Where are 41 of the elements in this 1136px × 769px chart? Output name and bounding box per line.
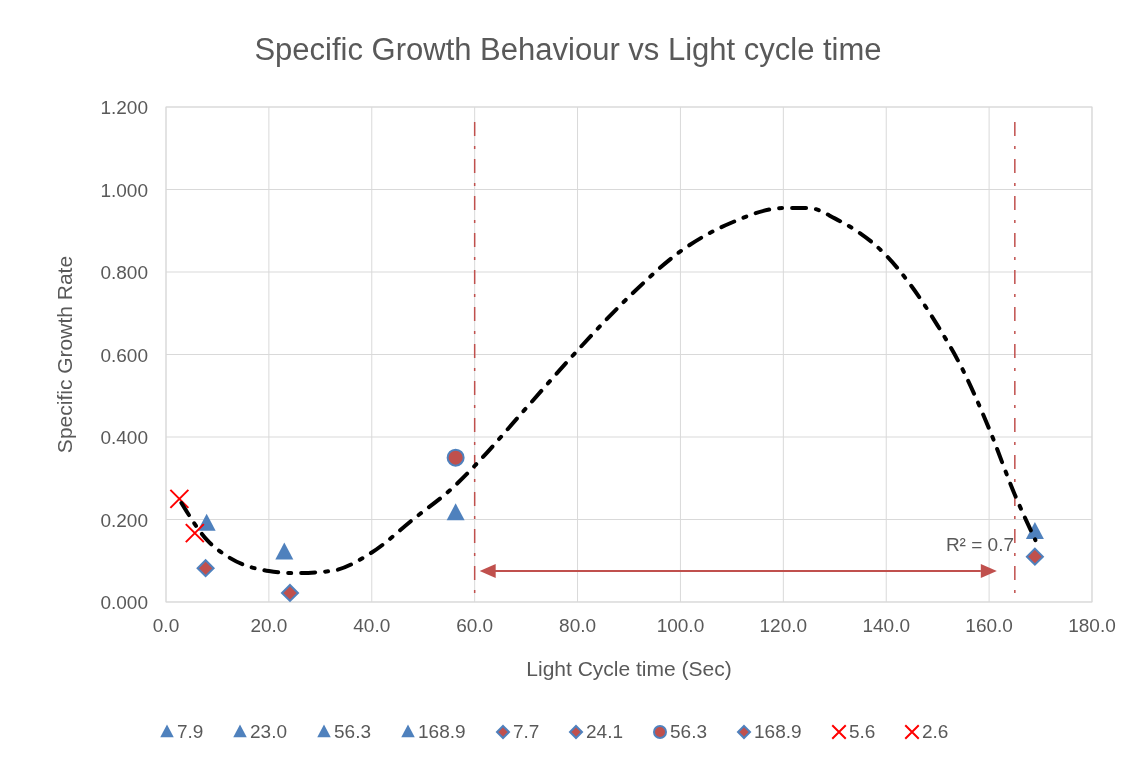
point xyxy=(280,583,299,602)
y-tick-label: 0.000 xyxy=(100,592,148,613)
x-tick-label: 120.0 xyxy=(759,615,808,636)
y-tick-label: 1.000 xyxy=(100,179,148,201)
legend-label: 24.1 xyxy=(586,721,623,742)
x-tick-label: 100.0 xyxy=(656,615,705,636)
legend-label: 7.9 xyxy=(177,721,204,742)
x-tick-label: 60.0 xyxy=(456,615,494,636)
legend-label: 5.6 xyxy=(849,721,876,742)
x-tick-label: 160.0 xyxy=(965,615,1013,636)
x-tick-label: 20.0 xyxy=(250,615,288,636)
y-tick-label: 0.600 xyxy=(100,344,148,366)
point xyxy=(275,542,294,560)
legend-label: 56.3 xyxy=(670,721,707,742)
point xyxy=(197,513,216,531)
y-tick-label: 0.400 xyxy=(100,427,148,448)
x-tick-label: 80.0 xyxy=(559,615,597,636)
x-tick-label: 180.0 xyxy=(1068,615,1116,636)
y-tick-label: 0.800 xyxy=(100,262,148,283)
x-axis-title: Light Cycle time (Sec) xyxy=(526,657,732,680)
x-tick-label: 140.0 xyxy=(862,615,910,636)
point xyxy=(446,503,465,521)
x-tick-label: 0.0 xyxy=(152,615,180,636)
point xyxy=(169,488,190,509)
legend-label: 2.6 xyxy=(922,721,949,742)
point xyxy=(1025,547,1044,566)
legend-label: 168.9 xyxy=(754,721,802,742)
point xyxy=(1025,521,1044,539)
legend-label: 7.7 xyxy=(513,721,540,742)
y-tick-label: 0.200 xyxy=(100,509,148,531)
y-tick-label: 1.200 xyxy=(100,97,148,118)
legend-label: 168.9 xyxy=(418,721,466,742)
y-axis-title: Specific Growth Rate xyxy=(53,255,76,454)
point xyxy=(196,559,215,578)
legend-label: 56.3 xyxy=(334,721,371,742)
point xyxy=(446,448,465,467)
point xyxy=(184,523,205,544)
x-tick-label: 40.0 xyxy=(353,615,391,636)
legend-label: 23.0 xyxy=(250,721,287,742)
chart-title: Specific Growth Behaviour vs Light cycle time xyxy=(254,32,882,67)
annotation: R² = 0.7 xyxy=(945,534,1014,555)
